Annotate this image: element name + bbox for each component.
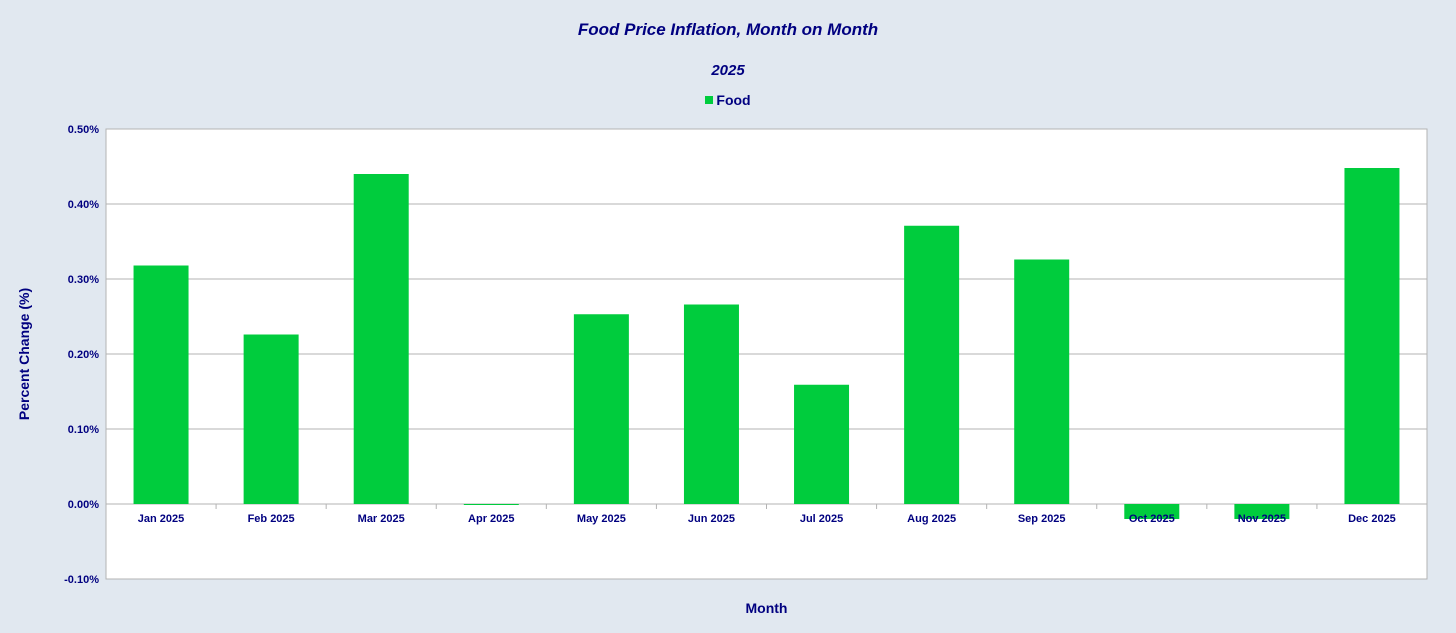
- bar: [573, 314, 629, 504]
- bar: [1124, 504, 1180, 519]
- bar: [904, 225, 960, 504]
- bar: [1014, 259, 1070, 504]
- x-tick-label: Nov 2025: [1238, 513, 1286, 525]
- y-axis-title: Percent Change (%): [16, 288, 32, 420]
- x-tick-label: Jun 2025: [688, 513, 735, 525]
- y-tick-label: 0.20%: [68, 349, 99, 361]
- x-tick-label: Aug 2025: [907, 513, 956, 525]
- bar: [1234, 504, 1290, 519]
- y-tick-label: 0.30%: [68, 274, 99, 286]
- bar: [463, 504, 519, 505]
- x-axis-title: Month: [746, 600, 788, 616]
- bar: [353, 174, 409, 504]
- y-tick-label: 0.00%: [68, 499, 99, 511]
- y-tick-label: 0.10%: [68, 424, 99, 436]
- y-tick-label: -0.10%: [64, 574, 99, 586]
- bar: [683, 304, 739, 504]
- y-tick-label: 0.40%: [68, 199, 99, 211]
- x-tick-label: Feb 2025: [248, 513, 295, 525]
- bar: [243, 334, 299, 504]
- legend: Food: [0, 92, 1456, 108]
- x-tick-label: Jul 2025: [800, 513, 843, 525]
- x-tick-label: Sep 2025: [1018, 513, 1066, 525]
- x-tick-label: Apr 2025: [468, 513, 514, 525]
- chart-subtitle: 2025: [711, 62, 745, 79]
- bars: [133, 168, 1400, 519]
- bar: [133, 265, 189, 504]
- x-tick-label: Dec 2025: [1348, 513, 1396, 525]
- x-tick-label: Jan 2025: [138, 513, 184, 525]
- x-tick-label: Mar 2025: [358, 513, 405, 525]
- x-axis-ticks: Jan 2025 Feb 2025 Mar 2025 Apr 2025 May 2025…: [138, 504, 1396, 525]
- legend-label: Food: [716, 92, 751, 108]
- bar: [1344, 168, 1400, 504]
- bar: [794, 384, 850, 504]
- chart-title: Food Price Inflation, Month on Month: [577, 20, 879, 39]
- x-tick-label: May 2025: [577, 513, 626, 525]
- y-axis-ticks: -0.10% 0.00% 0.10% 0.20% 0.30% 0.40% 0.50%: [64, 124, 99, 586]
- x-tick-label: Oct 2025: [1129, 513, 1175, 525]
- y-tick-label: 0.50%: [68, 124, 99, 136]
- legend-swatch: [705, 96, 714, 104]
